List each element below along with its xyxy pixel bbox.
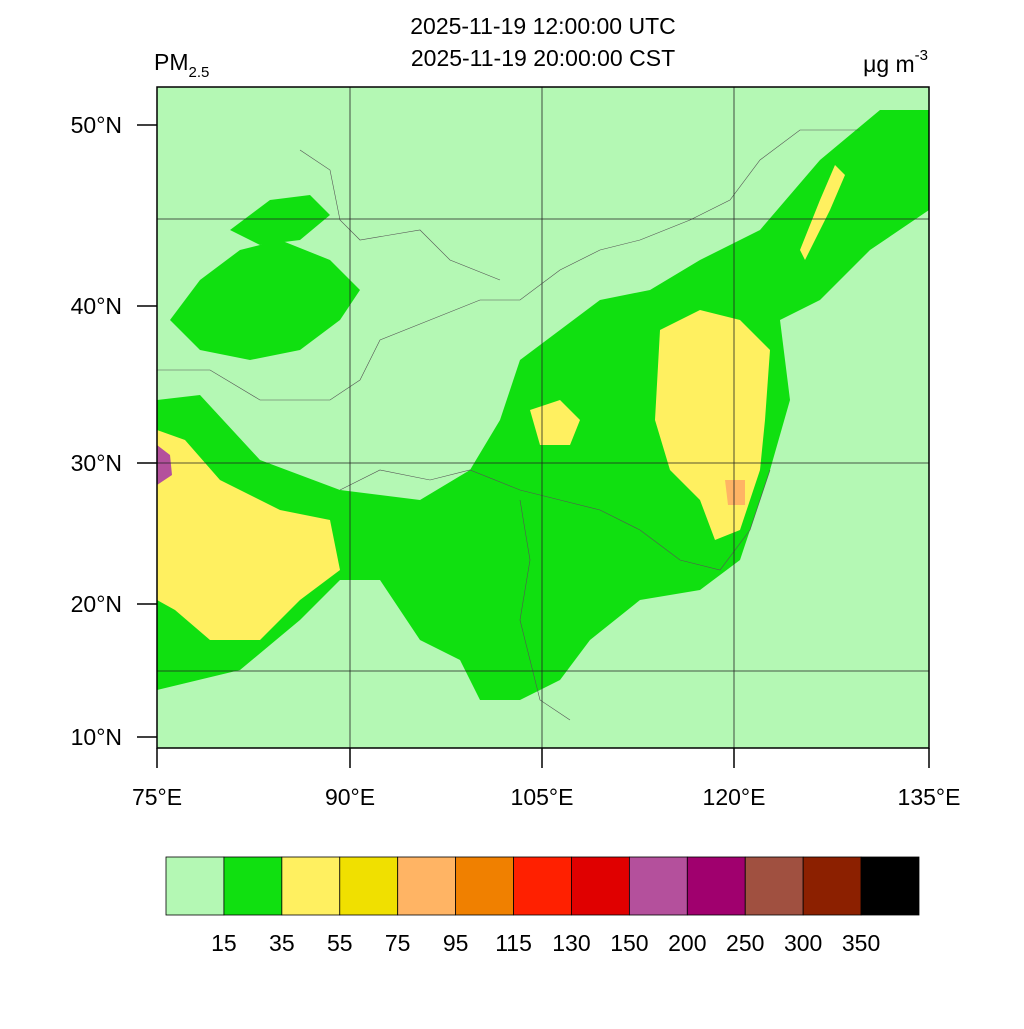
colorbar-box — [802, 856, 862, 916]
colorbar: 15 35 55 75 95 115 130 150 200 250 300 350 — [165, 856, 920, 956]
unit-label: μg m-3 — [863, 47, 928, 77]
lon-label: 90°E — [325, 784, 375, 810]
colorbar-box — [513, 856, 572, 916]
header: 2025-11-19 12:00:00 UTC 2025-11-19 20:00… — [154, 13, 928, 81]
country-border — [157, 129, 860, 721]
colorbar-box — [281, 856, 341, 916]
colorbar-label: 350 — [842, 930, 880, 956]
field-contour — [157, 430, 340, 640]
colorbar-box — [744, 856, 804, 916]
colorbar-label: 15 — [211, 930, 237, 956]
variable-label: PM2.5 — [154, 49, 209, 81]
colorbar-label: 130 — [552, 930, 590, 956]
title-line: 2025-11-19 20:00:00 CST — [411, 45, 675, 71]
variable-sub: 2.5 — [189, 64, 210, 81]
colorbar-box — [223, 856, 283, 916]
variable-base: PM — [154, 49, 189, 75]
graticule — [157, 87, 929, 748]
lat-label: 30°N — [71, 450, 122, 476]
colorbar-label: 150 — [610, 930, 648, 956]
lat-label: 40°N — [71, 293, 122, 319]
colorbar-box — [455, 856, 514, 916]
lat-label: 10°N — [71, 724, 122, 750]
colorbar-label: 55 — [327, 930, 353, 956]
lat-label: 20°N — [71, 591, 122, 617]
lon-label: 75°E — [132, 784, 182, 810]
colorbar-box — [165, 856, 225, 916]
lon-label: 120°E — [703, 784, 766, 810]
colorbar-box — [397, 856, 457, 916]
colorbar-label: 300 — [784, 930, 822, 956]
field-contour — [157, 445, 172, 485]
field-contour — [725, 480, 745, 505]
title-line: 2025-11-19 12:00:00 UTC — [410, 13, 676, 39]
field-contour — [800, 165, 845, 260]
colorbar-label: 95 — [443, 930, 469, 956]
colorbar-label: 75 — [385, 930, 411, 956]
lon-label: 105°E — [511, 784, 574, 810]
colorbar-box — [860, 856, 920, 916]
unit-base: μg m — [863, 51, 915, 77]
colorbar-box — [628, 856, 688, 916]
field-contour — [230, 195, 330, 245]
field-contour — [170, 240, 360, 360]
colorbar-label: 115 — [495, 930, 532, 956]
lon-label: 135°E — [898, 784, 961, 810]
colorbar-label: 250 — [726, 930, 764, 956]
field — [157, 87, 929, 748]
colorbar-box — [339, 856, 399, 916]
axes: 50°N 40°N 30°N 20°N 10°N 75°E 90°E 105°E 120°E 13… — [71, 112, 961, 810]
field-contour — [530, 400, 580, 445]
lat-label: 50°N — [71, 112, 122, 138]
colorbar-label: 200 — [668, 930, 706, 956]
colorbar-label: 35 — [269, 930, 295, 956]
colorbar-box — [571, 856, 630, 916]
colorbar-box — [686, 856, 746, 916]
unit-sup: -3 — [915, 47, 928, 64]
map-frame — [156, 86, 930, 749]
